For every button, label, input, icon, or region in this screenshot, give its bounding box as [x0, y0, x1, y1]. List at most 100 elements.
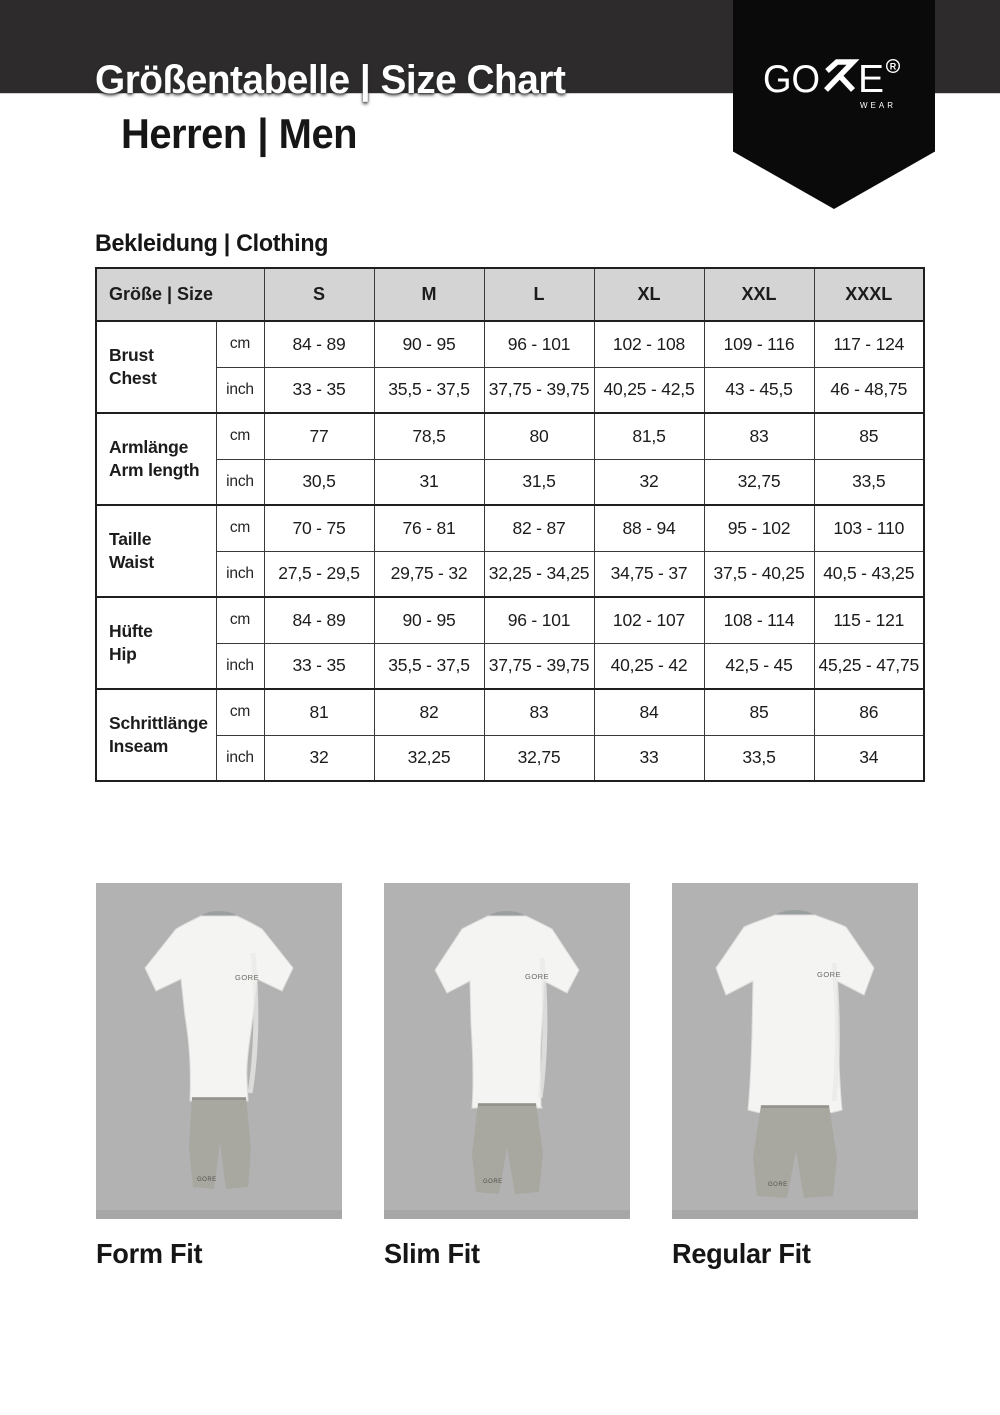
size-value-cell: 32: [263, 734, 375, 782]
fit-label-form: Form Fit: [96, 1238, 203, 1269]
table-header-row: Größe | Size S M L XL XXL XXXL: [95, 267, 925, 322]
measure-label-en: Waist: [109, 552, 155, 572]
size-value-cell: 70 - 75: [263, 504, 375, 552]
chest-logo-text: GORE: [525, 972, 549, 981]
logo-text-e: E: [858, 58, 884, 101]
measure-label-cell: Brust Chest: [95, 320, 217, 414]
size-value-cell: 33 - 35: [263, 366, 375, 414]
fit-label-regular: Regular Fit: [672, 1238, 811, 1269]
size-value-cell: 40,5 - 43,25: [813, 550, 925, 598]
table-row: inch 32 32,25 32,75 33 33,5 34: [96, 734, 925, 782]
table-row: inch 30,5 31 31,5 32 32,75 33,5: [96, 458, 925, 506]
size-value-cell: 103 - 110: [813, 504, 925, 552]
size-value-cell: 37,75 - 39,75: [483, 366, 595, 414]
size-value-cell: 88 - 94: [593, 504, 705, 552]
table-row: Brust Chest cm 84 - 89 90 - 95 96 - 101 102 - …: [95, 320, 925, 414]
measure-label-en: Hip: [109, 644, 137, 664]
size-value-cell: 108 - 114: [703, 596, 815, 644]
shorts-logo-text: GORE: [768, 1182, 788, 1188]
size-value-cell: 76 - 81: [373, 504, 485, 552]
shorts-logo-text: GORE: [197, 1177, 217, 1183]
size-value-cell: 115 - 121: [813, 596, 925, 644]
size-value-cell: 86: [813, 688, 925, 736]
size-value-cell: 32: [593, 458, 705, 506]
size-value-cell: 35,5 - 37,5: [373, 366, 485, 414]
size-value-cell: 85: [703, 688, 815, 736]
size-table: Größe | Size S M L XL XXL XXXL Brust Chest cm 84 -…: [95, 267, 925, 782]
size-value-cell: 84 - 89: [263, 596, 375, 644]
page-title: Größentabelle | Size Chart: [95, 58, 566, 102]
size-value-cell: 37,5 - 40,25: [703, 550, 815, 598]
size-value-cell: 45,25 - 47,75: [813, 642, 925, 690]
shirt-fold-highlight: [831, 962, 840, 1102]
size-value-cell: 102 - 108: [593, 320, 705, 368]
size-value-cell: 90 - 95: [373, 596, 485, 644]
size-value-cell: 85: [813, 412, 925, 460]
gore-wear-logo-icon: GO E R WEAR: [763, 58, 900, 110]
fit-image-regular: GORE GORE: [672, 883, 918, 1219]
size-value-cell: 80: [483, 412, 595, 460]
size-value-cell: 90 - 95: [373, 320, 485, 368]
measure-label-en: Chest: [109, 368, 157, 388]
measure-label-de: Schrittlänge: [109, 713, 208, 734]
unit-cell: inch: [215, 458, 265, 506]
size-value-cell: 35,5 - 37,5: [373, 642, 485, 690]
measure-label-cell: Hüfte Hip: [95, 596, 217, 690]
fit-image-form: GORE GORE: [96, 883, 342, 1219]
photo-floor-shadow: [384, 1210, 630, 1219]
size-value-cell: 84: [593, 688, 705, 736]
registered-mark-icon: [885, 58, 900, 74]
size-value-cell: 109 - 116: [703, 320, 815, 368]
size-value-cell: 40,25 - 42: [593, 642, 705, 690]
table-row: inch 33 - 35 35,5 - 37,5 37,75 - 39,75 40,25…: [96, 366, 925, 414]
table-row: inch 27,5 - 29,5 29,75 - 32 32,25 - 34,25 34…: [96, 550, 925, 598]
corner-header-cell: Größe | Size: [95, 267, 265, 322]
unit-cell: cm: [215, 412, 265, 460]
measure-label-de: Hüfte: [109, 621, 153, 642]
size-column-header: XXL: [703, 267, 815, 322]
measure-label-cell: Armlänge Arm length: [95, 412, 217, 506]
brand-pennant: GO E R WEAR: [733, 0, 935, 209]
table-row: Armlänge Arm length cm 77 78,5 80 81,5 83 85: [95, 412, 925, 506]
measure-label-en: Arm length: [109, 460, 200, 480]
size-column-header: XXXL: [813, 267, 925, 322]
gore-r-glyph-icon: [824, 59, 860, 92]
unit-cell: inch: [215, 366, 265, 414]
photo-floor-shadow: [96, 1210, 342, 1219]
size-column-header: L: [483, 267, 595, 322]
size-column-header: XL: [593, 267, 705, 322]
chest-logo-text: GORE: [817, 970, 841, 979]
size-value-cell: 117 - 124: [813, 320, 925, 368]
size-value-cell: 33,5: [813, 458, 925, 506]
size-value-cell: 29,75 - 32: [373, 550, 485, 598]
unit-cell: inch: [215, 734, 265, 782]
shirt-fold-highlight: [247, 952, 259, 1094]
size-value-cell: 84 - 89: [263, 320, 375, 368]
size-value-cell: 31: [373, 458, 485, 506]
unit-cell: cm: [215, 596, 265, 644]
size-value-cell: 42,5 - 45: [703, 642, 815, 690]
shirt-fold-highlight: [537, 957, 548, 1099]
size-value-cell: 82: [373, 688, 485, 736]
table-row: inch 33 - 35 35,5 - 37,5 37,75 - 39,75 40,25…: [96, 642, 925, 690]
page-subtitle: Herren | Men: [121, 110, 358, 157]
size-value-cell: 83: [703, 412, 815, 460]
size-value-cell: 81,5: [593, 412, 705, 460]
size-column-header: S: [263, 267, 375, 322]
size-value-cell: 82 - 87: [483, 504, 595, 552]
size-value-cell: 96 - 101: [483, 320, 595, 368]
size-value-cell: 43 - 45,5: [703, 366, 815, 414]
shorts-logo-text: GORE: [483, 1179, 503, 1185]
size-value-cell: 30,5: [263, 458, 375, 506]
fit-image-slim: GORE GORE: [384, 883, 630, 1219]
measure-label-de: Armlänge: [109, 437, 189, 458]
unit-cell: cm: [215, 504, 265, 552]
size-value-cell: 95 - 102: [703, 504, 815, 552]
registered-mark-letter: R: [890, 62, 897, 72]
unit-cell: cm: [215, 320, 265, 368]
table-row: Hüfte Hip cm 84 - 89 90 - 95 96 - 101 102 - 10…: [95, 596, 925, 690]
size-value-cell: 77: [263, 412, 375, 460]
size-value-cell: 102 - 107: [593, 596, 705, 644]
photo-floor-shadow: [672, 1210, 918, 1219]
